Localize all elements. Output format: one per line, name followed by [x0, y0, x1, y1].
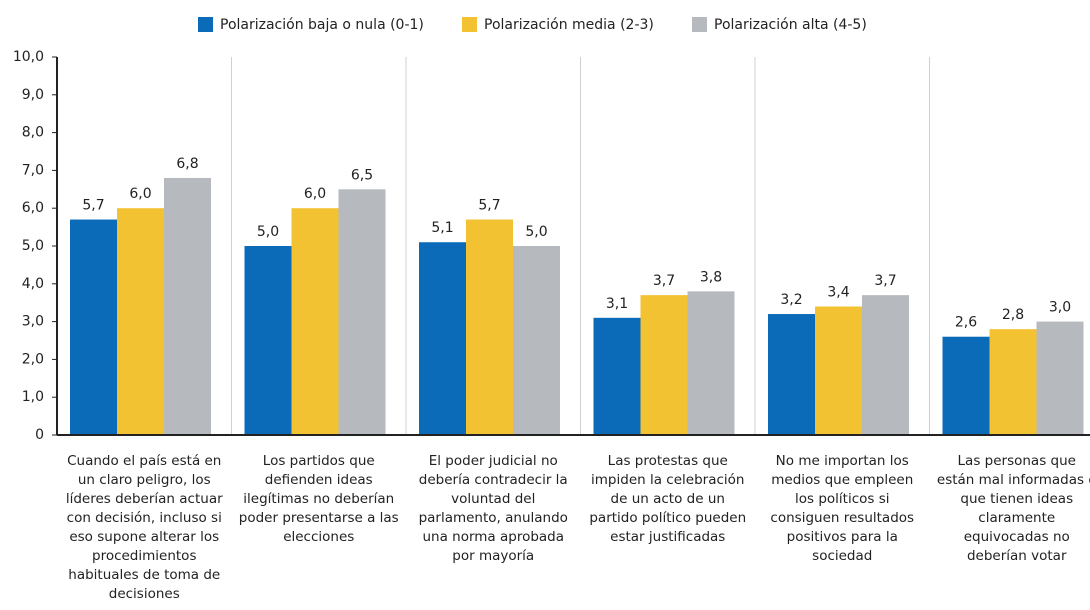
data-label: 3,7 — [653, 273, 675, 289]
data-label: 6,0 — [129, 186, 151, 202]
x-tick-label: El poder judicial no debería contradecir… — [418, 453, 568, 564]
bar — [687, 291, 735, 435]
bar — [989, 329, 1037, 435]
y-tick-label: 3,0 — [22, 314, 44, 330]
bar — [1036, 321, 1084, 435]
x-tick-label: Los partidos que defienden ideas ilegíti… — [238, 453, 399, 545]
y-tick-label: 7,0 — [22, 162, 44, 178]
legend-swatch — [692, 17, 707, 32]
x-tick-label: Cuando el país está en un claro peligro,… — [65, 453, 223, 602]
x-tick-label: Las protestas que impiden la celebración… — [589, 453, 747, 545]
data-label: 5,0 — [257, 224, 279, 240]
data-label: 3,0 — [1049, 300, 1071, 316]
bar — [338, 189, 386, 435]
data-label: 5,1 — [431, 220, 453, 236]
data-label: 2,6 — [955, 315, 977, 331]
y-tick-label: 4,0 — [22, 276, 44, 292]
bar — [942, 336, 990, 435]
data-label: 6,0 — [304, 186, 326, 202]
bar — [466, 219, 513, 435]
legend-swatch — [462, 17, 477, 32]
data-label: 3,7 — [874, 273, 896, 289]
legend-swatch — [198, 17, 213, 32]
data-label: 5,0 — [525, 224, 547, 240]
data-label: 3,1 — [606, 296, 628, 312]
y-tick-label: 8,0 — [22, 125, 44, 141]
y-tick-label: 2,0 — [22, 351, 44, 367]
bar — [513, 246, 560, 435]
data-label: 5,7 — [82, 198, 104, 214]
bar — [815, 306, 862, 435]
bar — [70, 219, 117, 435]
x-tick-label: No me importan los medios que empleen lo… — [770, 453, 915, 564]
bar — [244, 246, 292, 435]
y-tick-label: 10,0 — [13, 49, 44, 65]
legend-label: Polarización alta (4-5) — [714, 17, 867, 33]
data-label: 3,8 — [700, 269, 722, 285]
legend-label: Polarización baja o nula (0-1) — [220, 17, 424, 33]
bar — [640, 295, 688, 435]
bar — [862, 295, 909, 435]
data-label: 6,8 — [176, 156, 198, 172]
bar — [164, 177, 211, 435]
bar — [117, 208, 164, 435]
data-label: 2,8 — [1002, 307, 1024, 323]
bar — [593, 317, 641, 435]
legend-label: Polarización media (2-3) — [484, 17, 654, 33]
x-tick-label: Las personas que están mal informadas o … — [936, 453, 1090, 564]
y-tick-label: 1,0 — [22, 389, 44, 405]
y-tick-label: 9,0 — [22, 87, 44, 103]
bar — [291, 208, 339, 435]
data-label: 3,4 — [827, 284, 849, 300]
bar — [419, 242, 466, 435]
data-label: 6,5 — [351, 167, 373, 183]
y-tick-label: 5,0 — [22, 238, 44, 254]
y-tick-label: 6,0 — [22, 200, 44, 216]
y-tick-label: 0 — [35, 427, 44, 443]
data-label: 3,2 — [780, 292, 802, 308]
data-label: 5,7 — [478, 198, 500, 214]
bar — [768, 314, 815, 435]
